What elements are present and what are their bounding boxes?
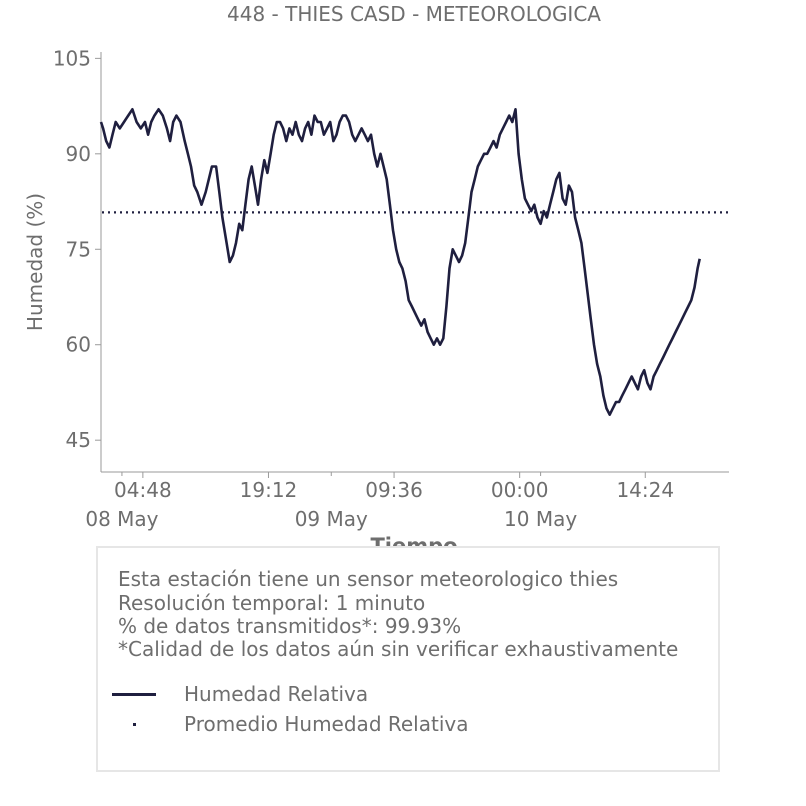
x-tick-label: 09:36 bbox=[365, 478, 423, 502]
y-axis-label: Humedad (%) bbox=[23, 193, 47, 331]
x-tick-label: 00:00 bbox=[491, 478, 549, 502]
legend-label-average: Promedio Humedad Relativa bbox=[184, 712, 469, 736]
y-tick-group: 45 60 75 90 105 bbox=[53, 46, 101, 452]
x-tick-label: 04:48 bbox=[114, 478, 172, 502]
chart-title: 448 - THIES CASD - METEOROLOGICA bbox=[227, 2, 601, 26]
legend-solid-line-swatch bbox=[112, 682, 156, 706]
y-tick-label: 105 bbox=[53, 46, 91, 70]
legend-dotted-line-swatch bbox=[112, 712, 156, 736]
info-legend-box: Esta estación tiene un sensor meteorolog… bbox=[96, 546, 720, 772]
y-tick-label: 90 bbox=[66, 142, 91, 166]
legend-item-humidity: Humedad Relativa bbox=[112, 682, 368, 706]
info-line-transmitted: % de datos transmitidos*: 99.93% bbox=[118, 614, 462, 638]
date-label-group: 08 May 09 May 10 May bbox=[85, 472, 577, 531]
date-label: 10 May bbox=[504, 507, 577, 531]
legend-item-average: Promedio Humedad Relativa bbox=[112, 712, 468, 736]
info-line-resolution: Resolución temporal: 1 minuto bbox=[118, 591, 426, 615]
x-tick-label: 19:12 bbox=[240, 478, 298, 502]
y-tick-label: 75 bbox=[66, 237, 91, 261]
info-line-quality: *Calidad de los datos aún sin verificar … bbox=[118, 637, 679, 661]
date-label: 09 May bbox=[295, 507, 368, 531]
info-line-sensor: Esta estación tiene un sensor meteorolog… bbox=[118, 567, 619, 591]
x-tick-group: 04:48 19:12 09:36 00:00 14:24 bbox=[114, 472, 674, 502]
x-tick-label: 14:24 bbox=[616, 478, 674, 502]
humidity-series-line bbox=[99, 108, 701, 416]
y-tick-label: 45 bbox=[66, 428, 91, 452]
legend-label-humidity: Humedad Relativa bbox=[184, 682, 369, 706]
y-tick-label: 60 bbox=[66, 333, 91, 357]
date-label: 08 May bbox=[85, 507, 158, 531]
